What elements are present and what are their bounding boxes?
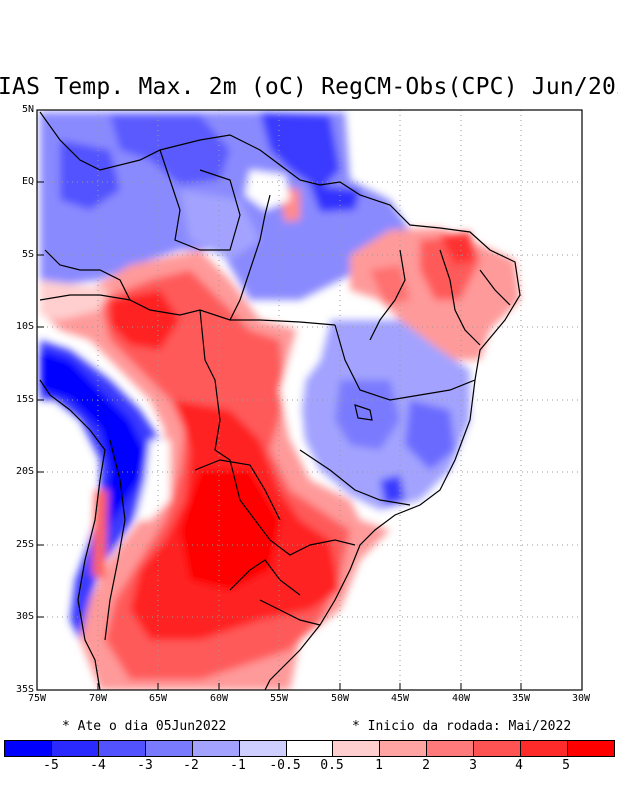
lon-label: 75W xyxy=(27,693,47,704)
lat-label: 30S xyxy=(15,611,34,622)
colorbar-swatch xyxy=(567,740,615,757)
lon-label: 35W xyxy=(511,693,531,704)
note-run-start: * Inicio da rodada: Mai/2022 xyxy=(352,719,572,734)
grid-lines xyxy=(37,110,582,690)
coastlines-and-borders xyxy=(39,111,521,691)
colorbar-swatch xyxy=(97,740,146,757)
lat-label: 5S xyxy=(21,249,34,260)
colorbar-label: -5 xyxy=(43,758,59,773)
colorbar-swatch xyxy=(426,740,475,757)
note-data-through: * Ate o dia 05Jun2022 xyxy=(62,719,227,734)
colorbar-swatch xyxy=(473,740,522,757)
map-title: IAS Temp. Max. 2m (oC) RegCM-Obs(CPC) Ju… xyxy=(0,74,618,100)
lat-label: 35S xyxy=(15,684,34,695)
colorbar-label: 0.5 xyxy=(320,758,344,773)
lon-label: 30W xyxy=(571,693,591,704)
colorbar-swatch xyxy=(238,740,287,757)
lon-label: 55W xyxy=(269,693,289,704)
colorbar-swatch xyxy=(191,740,240,757)
lon-label: 45W xyxy=(390,693,410,704)
colorbar-label: 3 xyxy=(469,758,477,773)
colorbar-label: 4 xyxy=(515,758,523,773)
lat-label: 5N xyxy=(21,104,34,115)
colorbar-label: -4 xyxy=(90,758,106,773)
colorbar xyxy=(4,740,615,757)
lon-label: 65W xyxy=(148,693,168,704)
colorbar-swatch xyxy=(50,740,99,757)
lat-label: 25S xyxy=(15,539,34,550)
anomaly-field xyxy=(40,112,520,690)
colorbar-label: -1 xyxy=(230,758,246,773)
axis-ticks xyxy=(37,181,522,690)
colorbar-swatch xyxy=(379,740,428,757)
colorbar-label: -2 xyxy=(183,758,199,773)
colorbar-swatch xyxy=(144,740,193,757)
colorbar-label: -0.5 xyxy=(269,758,301,773)
lat-label: 20S xyxy=(15,466,34,477)
colorbar-swatch xyxy=(332,740,381,757)
colorbar-swatch xyxy=(520,740,569,757)
lon-label: 50W xyxy=(330,693,350,704)
colorbar-label: 2 xyxy=(422,758,430,773)
lat-label: 10S xyxy=(15,321,34,332)
lat-label: EQ xyxy=(21,176,34,187)
colorbar-label: -3 xyxy=(137,758,153,773)
lon-label: 40W xyxy=(451,693,471,704)
colorbar-label: 1 xyxy=(375,758,383,773)
colorbar-swatch xyxy=(4,740,52,757)
colorbar-swatch xyxy=(285,740,334,757)
lon-label: 70W xyxy=(88,693,108,704)
lon-label: 60W xyxy=(209,693,229,704)
lat-label: 15S xyxy=(15,394,34,405)
colorbar-label: 5 xyxy=(562,758,570,773)
